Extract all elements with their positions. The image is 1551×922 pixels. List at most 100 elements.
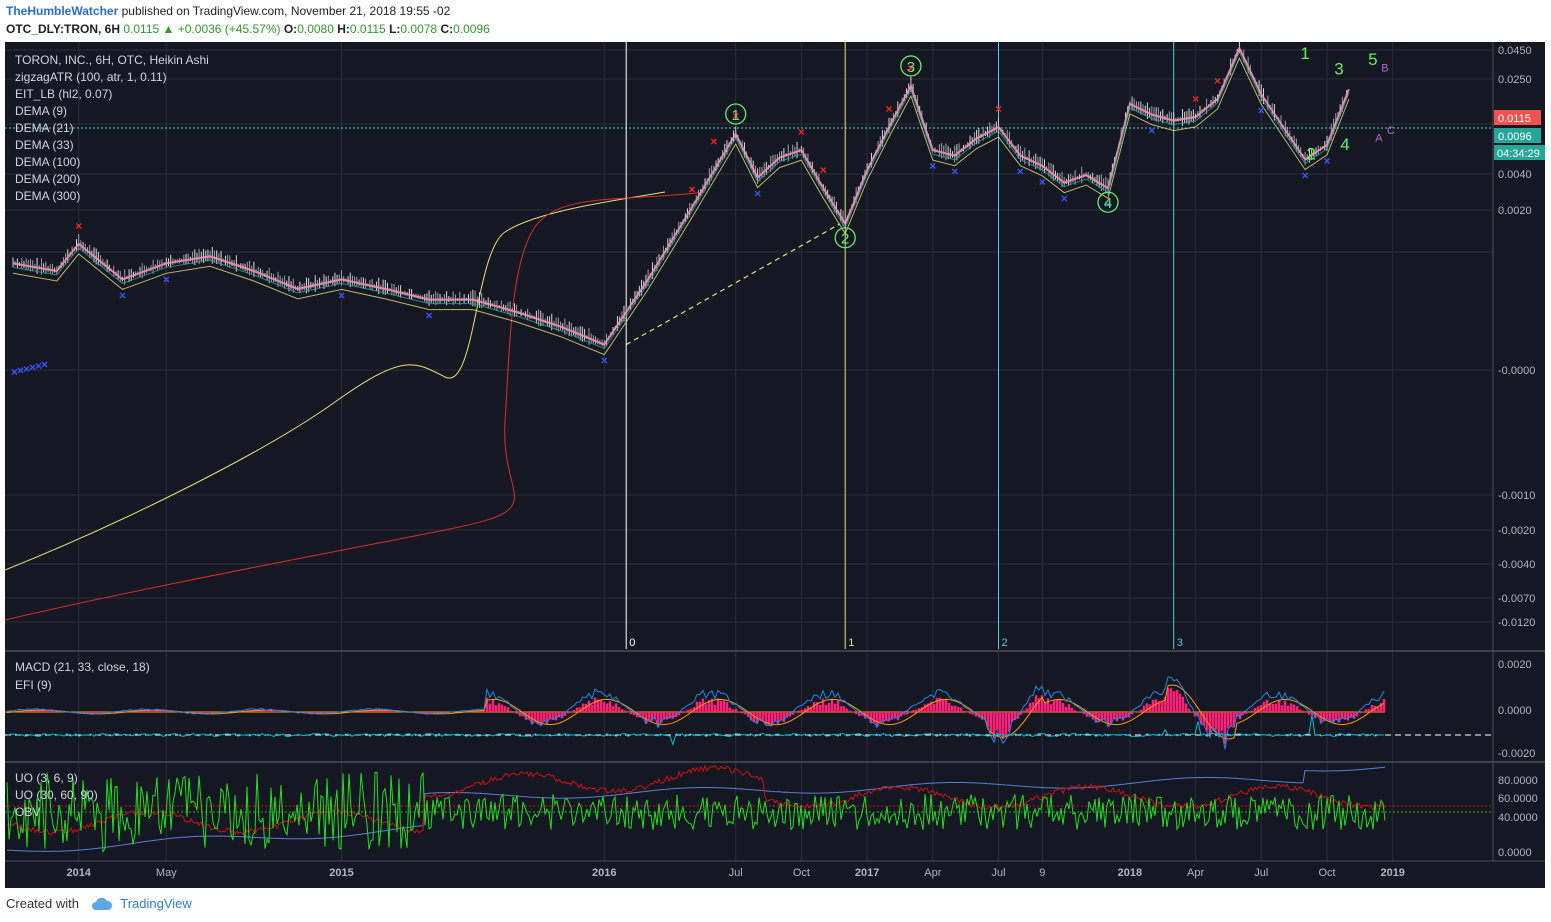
sell-marker: × [885,102,892,116]
wave-label: 4 [1104,195,1112,212]
price-tick-label: -0.0020 [1498,525,1535,537]
buy-marker: × [1061,192,1068,206]
uo-legend: UO (3, 6, 9) UO (30, 60, 90) OBV [15,771,98,819]
buy-marker: × [35,359,42,373]
close-label: C: [440,22,454,36]
sell-marker: × [1192,92,1199,106]
buy-marker: × [119,288,126,302]
legend-item: DEMA (33) [15,138,74,152]
up-arrow-icon: ▲ [162,22,175,36]
uo-panel [5,764,1493,854]
low-value: 0.0078 [400,22,438,36]
buy-marker: × [754,187,761,201]
buy-marker: × [338,288,345,302]
macd-signal-line [6,684,1385,740]
wave-label: 3 [907,59,915,76]
price-tick-label: 0.0250 [1498,74,1532,86]
sell-marker: × [820,163,827,177]
high-value: 0.0115 [349,22,386,36]
symbol-line: OTC_DLY:TRON, 6H 0.0115 ▲ +0.0036 (+45.5… [6,22,490,36]
vertical-markers: 0 1 2 3 [625,42,1183,649]
macd-tick-label: 0.0020 [1498,659,1532,671]
buy-marker: × [1148,124,1155,138]
high-label: H: [337,22,350,36]
wave-circle [725,103,747,125]
price-series [12,42,1350,356]
sell-marker: × [75,219,82,233]
legend-item: EIT_LB (hl2, 0.07) [15,87,112,101]
buy-marker: × [1039,175,1046,189]
countdown-tag [1494,145,1545,160]
buy-marker: × [23,362,30,376]
price-tick-label: -0.0070 [1498,593,1535,605]
dema-200-line [5,191,666,571]
close-price-value: 0.0096 [1498,131,1532,143]
main-legend: TORON, INC., 6H, OTC, Heikin Ashi zigzag… [15,53,209,203]
price-tick-label: 0.0020 [1498,205,1532,217]
legend-item: DEMA (21) [15,121,74,135]
cycle-marker-label: 2 [1002,637,1008,649]
obv-line [6,766,1386,852]
price-axis: 0.0450 0.0250 0.0040 0.0020 -0.0000 -0.0010 -0… [1494,45,1545,859]
dema-300-line [5,191,706,621]
efi-line [6,714,1384,747]
wave-circle [1097,191,1119,213]
time-axis: 2014 May 2015 2016 Jul Oct 2017 Apr Jul 9 2018 Apr J… [66,867,1404,879]
macd-line [6,676,1385,750]
legend-item: UO (3, 6, 9) [15,771,78,785]
price-tick-label: 0.0450 [1498,45,1532,57]
sell-marker: × [710,135,717,149]
uo-tick-label: 0.0000 [1498,847,1532,859]
uo-short-line [6,771,1386,854]
buy-marker: × [41,358,48,372]
time-tick-label: 9 [1039,867,1045,879]
footer: Created with TradingView [6,896,192,911]
uo-tick-label: 40.0000 [1498,812,1538,824]
sell-marker: × [907,61,914,75]
price-change: +0.0036 (+45.57%) [177,22,281,36]
uo-long-line [6,764,1386,836]
wave-label: 1 [1300,44,1309,63]
buy-marker: × [1323,154,1330,168]
buy-marker: × [163,272,170,286]
sell-marker: × [1214,74,1221,88]
time-tick-label: 2019 [1380,867,1404,879]
legend-item: EFI (9) [15,678,52,692]
time-tick-label: Apr [1187,867,1204,879]
wave-label: 4 [1340,135,1349,154]
time-tick-label: Jul [1254,867,1268,879]
wave-label: 5 [1368,50,1377,69]
buy-marker: × [1104,197,1111,211]
symbol-label[interactable]: OTC_DLY:TRON, 6H [6,22,121,36]
buy-marker: × [29,361,36,375]
uo-tick-label: 80.0000 [1498,775,1538,787]
current-price-value: 0.0115 [1498,113,1531,125]
time-tick-label: Jul [729,867,743,879]
wave-label: 2 [1306,145,1315,164]
uo-tick-label: 60.0000 [1498,793,1538,805]
time-tick-label: 2014 [66,867,91,879]
wave-label: 1 [732,107,740,124]
macd-legend: MACD (21, 33, close, 18) EFI (9) [15,660,150,692]
price-tick-label: -0.0120 [1498,617,1535,629]
time-tick-label: May [156,867,177,879]
macd-tick-label: -0.0020 [1498,748,1535,760]
wave-circle [834,227,856,249]
price-tick-label: -0.0000 [1498,365,1535,377]
legend-item: TORON, INC., 6H, OTC, Heikin Ashi [15,53,209,67]
sell-marker: × [995,102,1002,116]
buy-marker: × [1302,169,1309,183]
buy-marker: × [929,159,936,173]
time-tick-label: 2015 [329,867,353,879]
trend-line [625,223,841,346]
close-price-tag [1494,128,1541,143]
time-tick-label: 2016 [592,867,616,879]
wave-labels: 1234512345ABC [725,44,1395,249]
sell-marker: × [732,109,739,123]
cycle-marker-label: 3 [1177,637,1183,649]
legend-item: DEMA (100) [15,155,80,169]
author-link[interactable]: TheHumbleWatcher [6,4,119,18]
tradingview-link[interactable]: TradingView [120,896,192,911]
time-tick-label: Oct [1318,867,1335,879]
